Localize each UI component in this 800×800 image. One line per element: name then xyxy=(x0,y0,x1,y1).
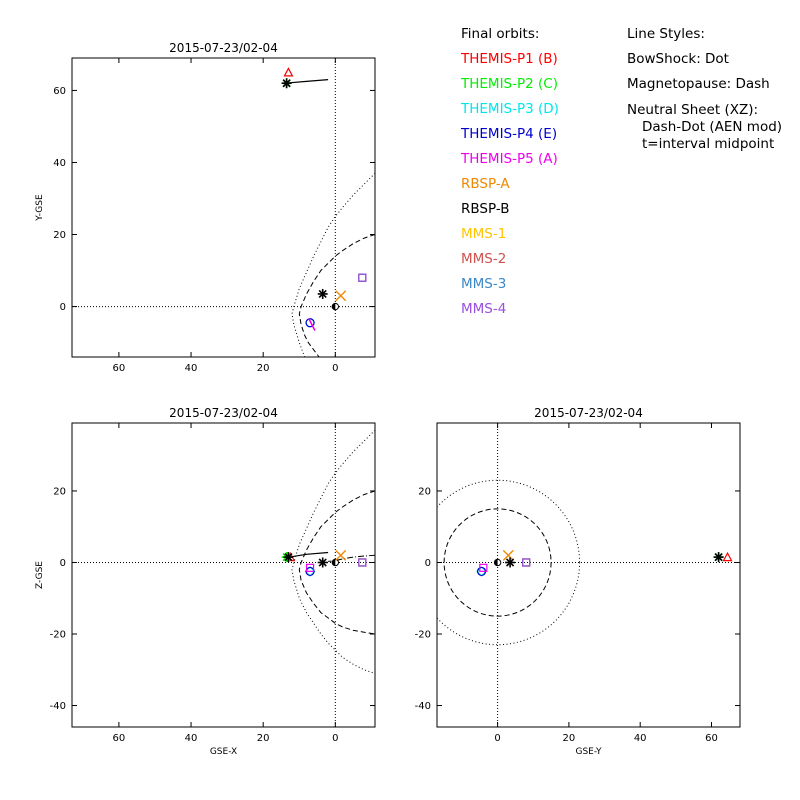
y-tick-label: 0 xyxy=(425,558,431,569)
neutral-sheet-style-label: Neutral Sheet (XZ): xyxy=(627,102,759,118)
marker-mms-2 xyxy=(358,273,367,282)
marker-mms-4 xyxy=(358,558,367,567)
marker-mms-4 xyxy=(522,558,531,567)
y-tick-label: -20 xyxy=(50,630,66,641)
x-axis-label: GSE-Y xyxy=(575,747,602,757)
plot-frame xyxy=(71,422,376,728)
plot-frame xyxy=(436,422,741,728)
line-styles-legend: Line Styles: BowShock: Dot Magnetopause:… xyxy=(627,22,782,153)
legend-item-themis-p5: THEMIS-P5 (A) xyxy=(461,151,558,167)
x-tick-label: 60 xyxy=(113,733,126,744)
legend-item-mms-3: MMS-3 xyxy=(461,276,507,292)
legend-item-themis-p2: THEMIS-P2 (C) xyxy=(461,76,558,92)
x-tick-label: 60 xyxy=(705,733,718,744)
earth-night-side xyxy=(332,303,336,310)
marker-rbsp-b xyxy=(317,288,328,299)
bowshock-curve xyxy=(291,429,375,674)
orbit-trajectory xyxy=(284,79,329,84)
x-tick-label: 20 xyxy=(257,363,270,374)
marker-mms-2 xyxy=(522,558,531,567)
orbits-legend: Final orbits: THEMIS-P1 (B) THEMIS-P2 (C… xyxy=(461,22,559,322)
y-tick-label: 0 xyxy=(60,558,66,569)
marker-themis-p1-b xyxy=(283,67,294,77)
line-styles-title: Line Styles: xyxy=(627,26,705,42)
y-tick-label: -40 xyxy=(50,701,66,712)
marker-themis-p4-e xyxy=(305,318,315,328)
legend-item-rbsp-b: RBSP-B xyxy=(461,201,510,217)
x-tick-label: 40 xyxy=(634,733,647,744)
marker-rbsp-a xyxy=(335,290,347,302)
y-tick-label: -20 xyxy=(415,630,431,641)
magnetopause-curve xyxy=(298,490,375,635)
legend-item-mms-4: MMS-4 xyxy=(461,301,507,317)
marker-rbsp-b xyxy=(283,552,294,563)
legend-item-mms-1: MMS-1 xyxy=(461,226,507,242)
marker-mms-1 xyxy=(522,558,531,567)
earth-night-side xyxy=(494,559,498,566)
legend-item-mms-2: MMS-2 xyxy=(461,251,507,267)
marker-themis-p5-a xyxy=(308,318,316,331)
x-tick-label: 40 xyxy=(185,733,198,744)
neutral-sheet-style-detail: Dash-Dot (AEN mod) xyxy=(642,119,783,135)
marker-rbsp-b xyxy=(713,552,724,563)
panel-title: 2015-07-23/02-04 xyxy=(169,406,278,420)
plot-area xyxy=(72,423,375,727)
marker-mms-3 xyxy=(358,273,367,282)
x-tick-label: 60 xyxy=(113,363,126,374)
y-tick-label: 20 xyxy=(53,230,66,241)
marker-rbsp-a xyxy=(502,549,514,561)
midpoint-note: t=interval midpoint xyxy=(642,136,775,152)
marker-mms-1 xyxy=(358,558,367,567)
y-axis-label: Y-GSE xyxy=(35,194,45,222)
marker-mms-1 xyxy=(358,273,367,282)
panel-2: 60 40 20 0 -40 -20 0 20 2015-07-23/02-04 GSE-X Z-G… xyxy=(35,406,376,757)
x-tick-label: 0 xyxy=(494,733,500,744)
orbits-legend-title: Final orbits: xyxy=(461,26,540,42)
y-tick-label: -40 xyxy=(415,701,431,712)
marker-rbsp-b xyxy=(317,557,328,568)
x-tick-label: 20 xyxy=(257,733,270,744)
legend-item-themis-p1: THEMIS-P1 (B) xyxy=(461,51,558,67)
panel-3: 0 20 40 60 -40 -20 0 20 2015-07-23/02-04 GSE-Y xyxy=(415,406,741,757)
magnetopause-curve xyxy=(298,234,375,357)
x-tick-label: 0 xyxy=(332,733,338,744)
panel-title: 2015-07-23/02-04 xyxy=(534,406,643,420)
plot-frame xyxy=(71,57,376,358)
y-tick-label: 60 xyxy=(53,86,66,97)
legend-item-themis-p4: THEMIS-P4 (E) xyxy=(461,126,558,142)
x-axis-label: GSE-X xyxy=(210,747,237,757)
plot-area xyxy=(72,58,375,357)
y-tick-label: 20 xyxy=(418,486,431,497)
bowshock-curve xyxy=(291,172,375,357)
bowshock-style-label: BowShock: Dot xyxy=(627,51,729,67)
legend-item-themis-p3: THEMIS-P3 (D) xyxy=(461,101,559,117)
x-tick-label: 20 xyxy=(563,733,576,744)
marker-mms-4 xyxy=(358,273,367,282)
legend-item-rbsp-a: RBSP-A xyxy=(461,176,510,192)
marker-themis-p5-a xyxy=(305,563,315,572)
panel-1: 60 40 20 0 0 20 40 60 2015-07-23/02-04 Y-GSE xyxy=(35,41,376,374)
marker-themis-p1-b xyxy=(722,551,733,562)
marker-rbsp-b xyxy=(281,78,292,89)
panel-title: 2015-07-23/02-04 xyxy=(169,41,278,55)
y-tick-label: 40 xyxy=(53,158,66,169)
y-tick-label: 20 xyxy=(53,486,66,497)
marker-rbsp-b xyxy=(505,557,516,568)
magnetopause-style-label: Magnetopause: Dash xyxy=(627,76,770,92)
marker-mms-3 xyxy=(358,558,367,567)
x-tick-label: 40 xyxy=(185,363,198,374)
y-axis-label: Z-GSE xyxy=(35,561,45,589)
earth-night-side xyxy=(332,559,336,566)
bowshock-circle xyxy=(437,479,581,646)
marker-themis-p5-a xyxy=(479,563,488,572)
marker-rbsp-a xyxy=(335,549,347,561)
y-tick-label: 0 xyxy=(60,302,66,313)
x-tick-label: 0 xyxy=(332,363,338,374)
magnetopause-circle xyxy=(443,508,552,617)
marker-mms-2 xyxy=(358,558,367,567)
plot-area xyxy=(437,423,740,727)
marker-mms-3 xyxy=(522,558,531,567)
